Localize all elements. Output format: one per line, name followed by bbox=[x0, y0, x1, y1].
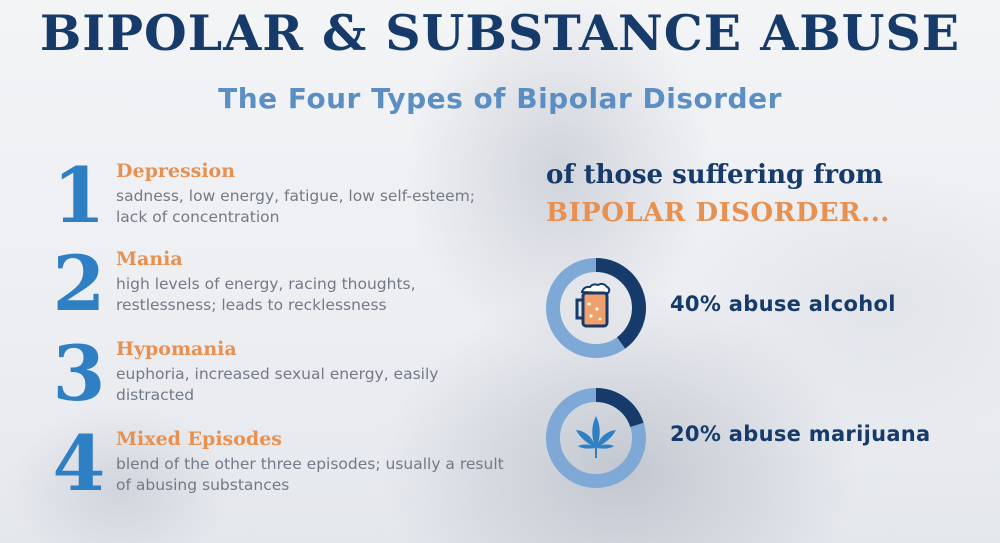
stats-intro-line2: BIPOLAR DISORDER... bbox=[546, 198, 890, 228]
stat-label: 20% abuse marijuana bbox=[670, 422, 931, 446]
type-description: euphoria, increased sexual energy, easil… bbox=[116, 365, 439, 404]
type-description: blend of the other three episodes; usual… bbox=[116, 455, 504, 494]
type-number: 4 bbox=[52, 419, 106, 508]
type-name: Hypomania bbox=[116, 338, 237, 360]
stats-intro-line1: of those suffering from bbox=[546, 160, 883, 190]
alcohol-donut-chart bbox=[546, 258, 646, 358]
type-description: sadness, low energy, fatigue, low self-e… bbox=[116, 187, 476, 226]
page-subtitle: The Four Types of Bipolar Disorder bbox=[218, 82, 782, 115]
marijuana-donut-chart bbox=[546, 388, 646, 488]
stat-label: 40% abuse alcohol bbox=[670, 292, 896, 316]
type-description: high levels of energy, racing thoughts, … bbox=[116, 275, 416, 314]
beer-mug-icon bbox=[575, 282, 611, 328]
type-number: 1 bbox=[52, 151, 106, 240]
type-name: Mixed Episodes bbox=[116, 428, 282, 450]
cannabis-leaf-icon bbox=[576, 416, 616, 458]
donut-value-arc bbox=[546, 258, 646, 358]
type-item-depression: 1 Depression sadness, low energy, fatigu… bbox=[44, 154, 504, 240]
type-name: Mania bbox=[116, 248, 183, 270]
stat-marijuana: 20% abuse marijuana bbox=[544, 386, 974, 490]
type-number: 2 bbox=[52, 239, 106, 328]
page-title: BIPOLAR & SUBSTANCE ABUSE bbox=[39, 4, 961, 62]
type-number: 3 bbox=[52, 329, 106, 418]
type-item-mania: 2 Mania high levels of energy, racing th… bbox=[44, 242, 504, 328]
type-name: Depression bbox=[116, 160, 236, 182]
stat-alcohol: 40% abuse alcohol bbox=[544, 256, 974, 360]
type-item-hypomania: 3 Hypomania euphoria, increased sexual e… bbox=[44, 332, 504, 418]
donut-value-arc bbox=[546, 388, 646, 488]
type-item-mixed-episodes: 4 Mixed Episodes blend of the other thre… bbox=[44, 422, 504, 508]
